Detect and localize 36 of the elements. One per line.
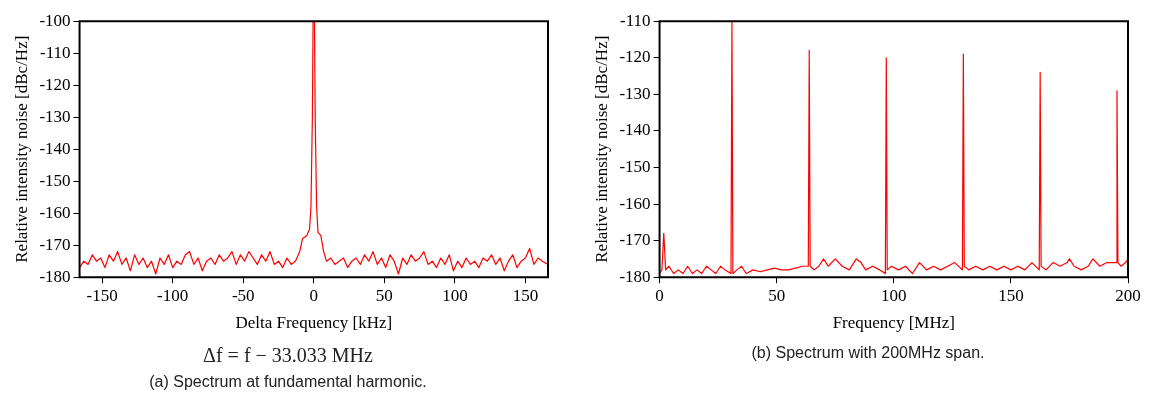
y-tick-label: -130 xyxy=(619,83,651,103)
x-tick-label: 50 xyxy=(768,285,786,305)
y-axis-title: Relative intensity noise [dBc/Hz] xyxy=(11,35,31,263)
y-axis-title: Relative intensity noise [dBc/Hz] xyxy=(591,35,611,263)
x-tick-label: 0 xyxy=(309,285,319,305)
y-tick-label: -100 xyxy=(39,10,71,30)
x-tick-label: -100 xyxy=(157,285,189,305)
text: (a) Spectrum at fundamental harmonic. xyxy=(148,373,428,391)
y-tick-label: -140 xyxy=(39,138,71,158)
y-tick-label: -120 xyxy=(619,47,651,67)
y-tick-label: -170 xyxy=(39,234,71,254)
y-tick-label: -170 xyxy=(619,230,651,250)
x-tick-label: 50 xyxy=(375,285,393,305)
y-tick-label: -110 xyxy=(620,10,651,30)
x-tick-label: 150 xyxy=(512,285,539,305)
y-tick-label: -180 xyxy=(619,266,651,286)
y-tick-label: -140 xyxy=(619,120,651,140)
x-axis-title: Delta Frequency [kHz] xyxy=(235,313,393,333)
y-tick-label: -150 xyxy=(619,156,651,176)
text: Δf = f − 33.033 MHz xyxy=(202,344,374,367)
y-tick-label: -180 xyxy=(39,266,71,286)
x-tick-label: 100 xyxy=(442,285,468,305)
x-tick-label: 200 xyxy=(1115,285,1141,305)
x-tick-label: -50 xyxy=(231,285,255,305)
y-tick-label: -120 xyxy=(39,74,71,94)
x-axis-title: Frequency [MHz] xyxy=(832,313,955,333)
y-tick-label: -110 xyxy=(40,42,71,62)
x-tick-label: 150 xyxy=(998,285,1024,305)
y-tick-label: -160 xyxy=(39,202,71,222)
y-tick-label: -150 xyxy=(39,170,71,190)
x-tick-label: 0 xyxy=(655,285,664,305)
y-tick-label: -130 xyxy=(39,106,71,126)
x-tick-label: 100 xyxy=(881,285,907,305)
y-tick-label: -160 xyxy=(619,193,651,213)
text: (b) Spectrum with 200MHz span. xyxy=(750,344,986,362)
x-tick-label: -150 xyxy=(86,285,118,305)
